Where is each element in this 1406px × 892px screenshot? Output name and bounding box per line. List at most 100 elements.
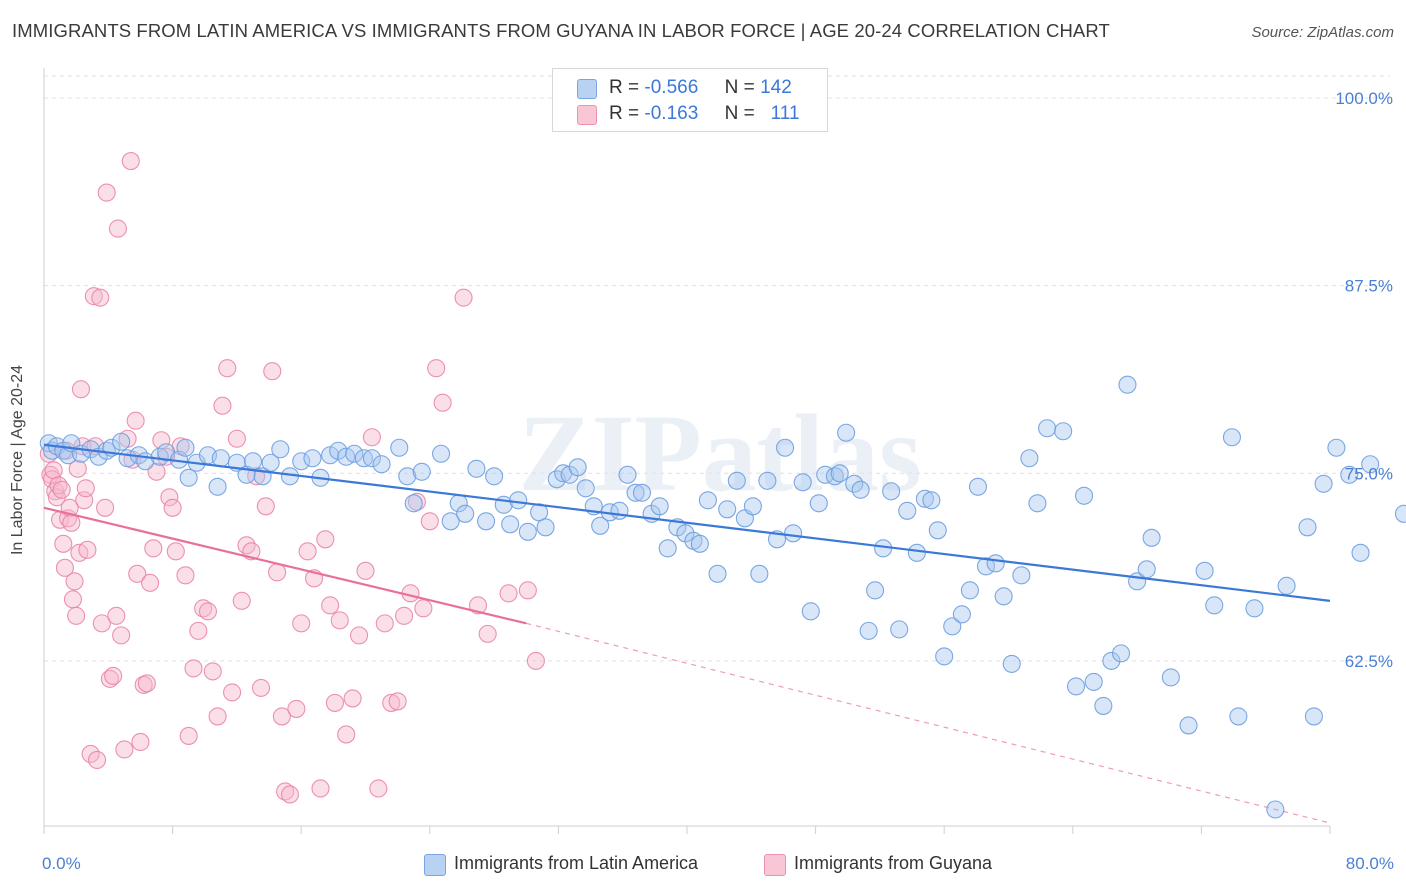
correlation-legend: R = -0.566 N = 142 R = -0.163 N = 111	[552, 68, 828, 132]
latin-america-point	[398, 467, 417, 486]
guyana-point	[65, 572, 84, 591]
guyana-point	[218, 359, 237, 378]
latin-america-point	[412, 462, 431, 481]
guyana-point	[107, 606, 126, 625]
x-axis-max-label: 80.0%	[1345, 854, 1394, 873]
guyana-point	[91, 288, 110, 307]
latin-america-point	[690, 534, 709, 553]
y-tick-labels: 62.5% 75.0% 87.5% 100.0%	[1335, 89, 1393, 671]
latin-america-point	[943, 617, 962, 636]
guyana-point	[144, 539, 163, 558]
latin-america-point	[890, 620, 909, 639]
guyana-point	[388, 692, 407, 711]
latin-america-point	[750, 564, 769, 583]
guyana-point	[276, 782, 295, 801]
guyana-trend-line	[43, 506, 527, 625]
latin-america-point	[1066, 677, 1086, 696]
guyana-point	[87, 750, 107, 770]
legend-swatch-pink	[577, 105, 597, 125]
latin-america-point	[793, 473, 812, 492]
source-label: Source: ZipAtlas.com	[1251, 24, 1394, 41]
latin-america-point	[898, 501, 917, 520]
latin-america-point	[1102, 651, 1121, 670]
latin-america-point	[866, 581, 885, 600]
guyana-point	[330, 611, 349, 630]
latin-america-point	[576, 479, 595, 498]
guyana-point	[499, 584, 518, 603]
latin-america-point	[591, 516, 610, 535]
y-tick-label: 75.0%	[1345, 464, 1393, 483]
guyana-point	[184, 659, 203, 678]
guyana-point	[71, 380, 91, 399]
guyana-point	[263, 362, 282, 381]
guyana-point	[256, 497, 275, 516]
guyana-point	[414, 599, 433, 618]
bottom-legend-label: Immigrants from Latin America	[454, 853, 699, 873]
guyana-point	[126, 411, 145, 430]
x-axis-min-label: 0.0%	[42, 854, 81, 873]
guyana-point	[292, 614, 311, 633]
guyana-point	[272, 707, 291, 726]
latin-america-point	[928, 521, 947, 540]
latin-america-point	[211, 449, 230, 468]
latin-america-point	[1002, 654, 1021, 673]
latin-america-point	[1298, 518, 1317, 537]
guyana-point	[128, 564, 147, 583]
guyana-point	[134, 675, 153, 694]
latin-america-point	[830, 464, 849, 483]
latin-america-point	[303, 449, 322, 468]
latin-america-point	[776, 438, 795, 457]
latin-america-point	[1028, 494, 1047, 513]
legend-n-value: 142	[760, 77, 792, 98]
guyana-point	[137, 674, 156, 693]
latin-america-point	[718, 500, 737, 519]
latin-america-point	[1277, 576, 1296, 595]
guyana-point	[52, 480, 71, 499]
guyana-point	[478, 624, 497, 643]
guyana-point	[369, 779, 388, 798]
guyana-point	[407, 492, 426, 511]
guyana-point	[55, 558, 74, 577]
latin-america-point	[345, 444, 364, 463]
guyana-point	[251, 678, 271, 697]
latin-america-point	[485, 467, 504, 486]
guyana-point	[362, 428, 381, 447]
latin-america-point	[1229, 707, 1248, 726]
guyana-point	[147, 462, 166, 481]
latin-america-point	[1327, 438, 1346, 457]
latin-america-point	[292, 452, 311, 471]
guyana-point	[194, 599, 213, 618]
latin-america-point	[816, 465, 835, 484]
guyana-point	[325, 693, 345, 712]
latin-america-point	[362, 449, 381, 468]
latin-america-point	[632, 483, 652, 502]
latin-america-point	[1111, 644, 1131, 663]
guyana-point	[223, 683, 242, 702]
latin-america-point	[208, 477, 227, 496]
latin-america-point	[743, 497, 762, 516]
guyana-point	[311, 779, 330, 798]
latin-america-points	[39, 375, 1406, 819]
guyana-point	[468, 596, 488, 615]
guyana-point	[213, 396, 232, 415]
latin-america-point	[658, 539, 677, 558]
legend-n-label: N =	[724, 103, 755, 124]
guyana-point	[526, 651, 545, 670]
guyana-point	[63, 590, 82, 609]
y-tick-label: 87.5%	[1345, 277, 1393, 296]
latin-america-point	[859, 621, 878, 640]
latin-america-point	[809, 494, 828, 513]
latin-america-point	[1161, 668, 1180, 687]
guyana-point	[189, 621, 208, 640]
latin-america-point	[1118, 375, 1137, 394]
latin-america-point	[1245, 599, 1264, 618]
legend-r-label: R =	[609, 103, 640, 124]
legend-n-label: N =	[724, 77, 755, 98]
latin-america-point	[986, 554, 1005, 573]
guyana-point	[427, 359, 446, 378]
guyana-point	[518, 581, 537, 600]
latin-america-point	[784, 524, 803, 543]
latin-america-point	[1314, 474, 1333, 493]
latin-america-point	[851, 480, 870, 499]
